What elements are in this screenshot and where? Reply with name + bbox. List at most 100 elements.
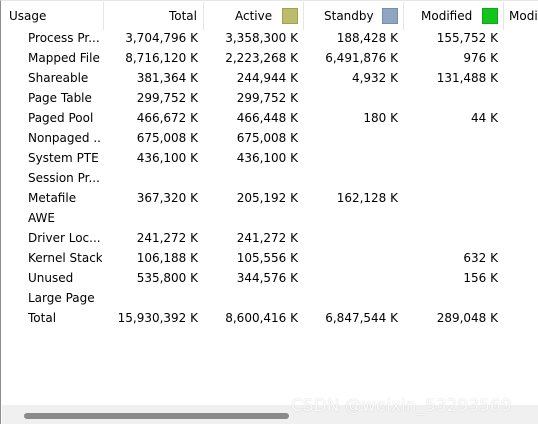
cell-standby [306,268,398,288]
table-row[interactable]: Nonpaged ... 675,008 K 675,008 K [2,128,538,148]
table-row[interactable]: Session Pr... [2,168,538,188]
table-row[interactable]: Large Page [2,288,538,308]
table-row[interactable]: Shareable 381,364 K 244,944 K 4,932 K 131,48… [2,68,538,88]
cell-usage: System PTE [28,151,99,165]
table-row[interactable]: System PTE 436,100 K 436,100 K [2,148,538,168]
cell-standby [306,208,398,228]
column-header-active[interactable]: Active [204,2,304,30]
column-header-total[interactable]: Total [104,2,204,30]
cell-active: 205,192 K [236,191,298,205]
table-row[interactable]: Unused 535,800 K 344,576 K 156 K [2,268,538,288]
column-header-usage[interactable]: Usage [2,2,104,30]
cell-total: 299,752 K [136,91,198,105]
table-row[interactable]: Metafile 367,320 K 205,192 K 162,128 K [2,188,538,208]
cell-total: 535,800 K [136,271,198,285]
cell-usage: AWE [28,211,55,225]
cell-total: 241,272 K [136,231,198,245]
cell-total: 106,188 K [136,251,198,265]
cell-standby: 162,128 K [336,191,398,205]
cell-usage: Page Table [28,91,92,105]
column-header-standby-label: Standby [324,9,374,23]
cell-active: 8,600,416 K [225,311,298,325]
column-header-modified[interactable]: Modified [404,2,504,30]
cell-total: 675,008 K [136,131,198,145]
cell-modified: 155,752 K [436,31,498,45]
cell-active: 344,576 K [236,271,298,285]
cell-modified: 44 K [471,111,498,125]
cell-modified [406,208,498,228]
cell-total: 3,704,796 K [125,31,198,45]
cell-total: 381,364 K [136,71,198,85]
cell-usage: Kernel Stack [28,251,102,265]
cell-standby [306,228,398,248]
active-color-swatch [282,8,298,24]
cell-standby: 180 K [363,111,398,125]
cell-total [106,208,198,228]
cell-modified [406,148,498,168]
cell-total: 8,716,120 K [125,51,198,65]
cell-modified [406,168,498,188]
cell-usage: Nonpaged ... [28,131,102,145]
cell-usage: Unused [28,271,74,285]
cell-usage: Metafile [28,191,77,205]
column-header: Usage Total Active Standby Modified Modi [2,2,538,30]
cell-total [106,288,198,308]
cell-modified: 156 K [463,271,498,285]
column-header-usage-label: Usage [9,9,47,23]
table-body: Process Pr... 3,704,796 K 3,358,300 K 188,4… [2,28,538,328]
cell-standby [306,248,398,268]
cell-active: 299,752 K [236,91,298,105]
horizontal-scrollbar[interactable] [2,405,538,424]
cell-usage: Mapped File [28,51,100,65]
modified-color-swatch [482,8,498,24]
cell-total: 15,930,392 K [117,311,198,325]
cell-standby [306,288,398,308]
column-header-total-label: Total [168,9,197,23]
cell-usage: Driver Loc... [28,231,101,245]
cell-usage: Paged Pool [28,111,94,125]
column-header-standby[interactable]: Standby [304,2,404,30]
cell-active: 244,944 K [236,71,298,85]
cell-modified [406,128,498,148]
cell-standby: 188,428 K [336,31,398,45]
table-row[interactable]: Total 15,930,392 K 8,600,416 K 6,847,544 K 2… [2,308,538,328]
scrollbar-thumb[interactable] [24,413,289,419]
cell-total: 436,100 K [136,151,198,165]
cell-standby: 4,932 K [351,71,398,85]
standby-color-swatch [382,8,398,24]
table-row[interactable]: Process Pr... 3,704,796 K 3,358,300 K 188,4… [2,28,538,48]
table-row[interactable]: Kernel Stack 106,188 K 105,556 K 632 K [2,248,538,268]
column-header-modified-partial-label: Modi [509,9,538,23]
column-header-active-label: Active [235,9,273,23]
cell-active [206,168,298,188]
cell-active: 2,223,268 K [225,51,298,65]
cell-standby [306,128,398,148]
cell-modified [406,288,498,308]
table-row[interactable]: Page Table 299,752 K 299,752 K [2,88,538,108]
cell-active: 241,272 K [236,231,298,245]
cell-usage: Large Page [28,291,95,305]
cell-standby [306,168,398,188]
cell-total: 367,320 K [136,191,198,205]
cell-modified: 289,048 K [436,311,498,325]
cell-standby: 6,491,876 K [325,51,398,65]
cell-usage: Process Pr... [28,31,100,45]
cell-active: 436,100 K [236,151,298,165]
cell-standby [306,88,398,108]
table-row[interactable]: AWE [2,208,538,228]
cell-usage: Session Pr... [28,171,100,185]
table-row[interactable]: Driver Loc... 241,272 K 241,272 K [2,228,538,248]
cell-standby: 6,847,544 K [325,311,398,325]
column-header-modified-partial[interactable]: Modi [504,2,538,30]
cell-total [106,168,198,188]
table-row[interactable]: Paged Pool 466,672 K 466,448 K 180 K 44 K [2,108,538,128]
cell-total: 466,672 K [136,111,198,125]
cell-active: 466,448 K [236,111,298,125]
cell-active: 105,556 K [236,251,298,265]
cell-active: 3,358,300 K [225,31,298,45]
cell-modified [406,228,498,248]
column-header-modified-label: Modified [421,9,473,23]
table-row[interactable]: Mapped File 8,716,120 K 2,223,268 K 6,491,8… [2,48,538,68]
cell-modified: 632 K [463,251,498,265]
